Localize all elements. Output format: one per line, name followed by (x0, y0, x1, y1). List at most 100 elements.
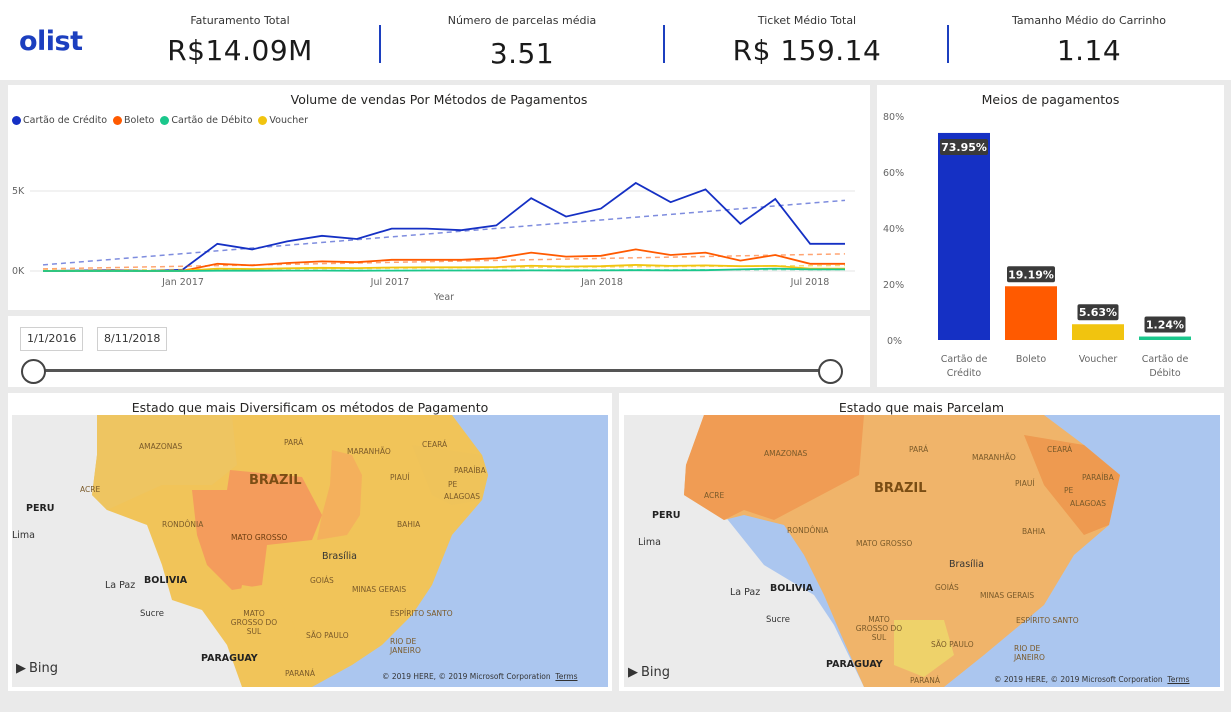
label-bahia: BAHIA (397, 520, 421, 529)
label-rio: RIO DE JANEIRO (1014, 644, 1045, 662)
legend-label: Cartão de Débito (171, 115, 253, 126)
label-acre: ACRE (704, 491, 725, 500)
kpi-separator (663, 25, 665, 63)
label-brazil: BRAZIL (249, 473, 302, 488)
label-goias: GOIÁS (310, 576, 334, 585)
slider-track[interactable] (33, 369, 830, 372)
label-maranhao: MARANHÃO (347, 447, 391, 456)
legend-dot-icon (113, 116, 123, 125)
label-ms: MATO GROSSO DO SUL (230, 609, 278, 636)
label-sao-paulo: SÃO PAULO (931, 640, 974, 649)
legend-label: Boleto (124, 115, 155, 126)
label-bolivia: BOLIVIA (144, 575, 188, 586)
map-left[interactable]: BRAZIL AMAZONAS PARÁ MARANHÃO CEARÁ PARA… (12, 415, 608, 687)
label-paraiba: PARAÍBA (1082, 473, 1114, 482)
map-copyright: © 2019 HERE, © 2019 Microsoft Corporatio… (994, 675, 1190, 684)
label-goias: GOIÁS (935, 583, 959, 592)
legend-label: Cartão de Crédito (23, 115, 108, 126)
kpi-label: Tamanho Médio do Carrinho (1012, 14, 1166, 27)
kpi-separator (379, 25, 381, 63)
map-left-title: Estado que mais Diversificam os métodos … (131, 400, 489, 415)
legend-item-voucher[interactable]: Voucher (258, 115, 308, 126)
line-chart-legend: Cartão de Crédito Boleto Cartão de Débit… (12, 115, 310, 126)
copyright-text: © 2019 HERE, © 2019 Microsoft Corporatio… (382, 672, 551, 681)
legend-dot-icon (160, 116, 170, 125)
label-rio: RIO DE JANEIRO (390, 637, 421, 655)
kpi-value: 3.51 (489, 37, 555, 70)
label-paraguay: PARAGUAY (201, 653, 258, 664)
bing-label: Bing (29, 661, 59, 676)
map-right-title: Estado que mais Parcelam (838, 400, 1005, 415)
label-piaui: PIAUÍ (390, 473, 410, 482)
slider-end-handle[interactable] (818, 359, 843, 384)
label-acre: ACRE (80, 485, 101, 494)
label-rondonia: RONDÔNIA (162, 520, 204, 529)
label-lima: Lima (12, 530, 36, 541)
bar-chart-panel: Meios de pagamentos (877, 85, 1224, 387)
label-peru: PERU (26, 503, 55, 514)
label-brazil: BRAZIL (874, 481, 927, 496)
label-pe: PE (448, 480, 458, 489)
legend-label: Voucher (269, 115, 308, 126)
label-alagoas: ALAGOAS (444, 492, 480, 501)
legend-item-debito[interactable]: Cartão de Débito (160, 115, 252, 126)
legend-dot-icon (258, 116, 268, 125)
label-brasilia: Brasília (949, 559, 984, 570)
label-rondonia: RONDÔNIA (787, 526, 829, 535)
terms-link[interactable]: Terms (555, 672, 578, 681)
label-parana: PARANÁ (910, 676, 940, 685)
terms-link[interactable]: Terms (1167, 675, 1190, 684)
kpi-label: Ticket Médio Total (757, 14, 857, 27)
bing-attribution: ▶ Bing (628, 665, 671, 680)
kpi-separator (947, 25, 949, 63)
legend-item-boleto[interactable]: Boleto (113, 115, 154, 126)
label-paraiba: PARAÍBA (454, 466, 486, 475)
line-chart-title: Volume de vendas Por Métodos de Pagament… (290, 92, 588, 107)
kpi-value: R$ 159.14 (732, 34, 882, 67)
label-bahia: BAHIA (1022, 527, 1046, 536)
legend-dot-icon (12, 116, 21, 125)
label-lapaz: La Paz (730, 587, 761, 598)
label-espirito: ESPÍRITO SANTO (390, 609, 453, 618)
kpi-label: Número de parcelas média (447, 14, 597, 27)
bing-attribution: ▶ Bing (16, 661, 59, 676)
legend-item-credito[interactable]: Cartão de Crédito (12, 115, 107, 126)
olist-logo: olist (19, 26, 83, 57)
map-copyright: © 2019 HERE, © 2019 Microsoft Corporatio… (382, 672, 578, 681)
label-alagoas: ALAGOAS (1070, 499, 1106, 508)
label-peru: PERU (652, 510, 681, 521)
label-mato-grosso: MATO GROSSO (856, 539, 913, 548)
kpi-value: 1.14 (1056, 34, 1122, 67)
label-minas: MINAS GERAIS (980, 591, 1035, 600)
label-sao-paulo: SÃO PAULO (306, 631, 349, 640)
map-right-canvas (624, 415, 1220, 687)
slider-start-handle[interactable] (21, 359, 46, 384)
label-amazonas: AMAZONAS (764, 449, 808, 458)
kpi-header: olist Faturamento Total R$14.09M Número … (0, 0, 1231, 80)
label-maranhao: MARANHÃO (972, 453, 1016, 462)
map-left-canvas (12, 415, 608, 687)
label-piaui: PIAUÍ (1015, 479, 1035, 488)
bar-chart-title: Meios de pagamentos (981, 92, 1120, 107)
label-espirito: ESPÍRITO SANTO (1016, 616, 1079, 625)
start-date-input[interactable]: 1/1/2016 (20, 327, 84, 351)
kpi-value: R$14.09M (167, 34, 313, 67)
kpi-label: Faturamento Total (190, 14, 290, 27)
label-sucre: Sucre (140, 609, 164, 619)
label-mato-grosso: MATO GROSSO (231, 533, 288, 542)
label-lima: Lima (638, 537, 662, 548)
label-pe: PE (1064, 486, 1074, 495)
bing-label: Bing (641, 665, 671, 680)
label-ms: MATO GROSSO DO SUL (855, 615, 903, 642)
label-minas: MINAS GERAIS (352, 585, 407, 594)
label-ceara: CEARÁ (422, 440, 448, 449)
map-right[interactable]: BRAZIL AMAZONAS PARÁ MARANHÃO CEARÁ PARA… (624, 415, 1220, 687)
label-paraguay: PARAGUAY (826, 659, 883, 670)
label-parana: PARANÁ (285, 669, 315, 678)
label-para: PARÁ (909, 445, 929, 454)
label-ceara: CEARÁ (1047, 445, 1073, 454)
label-brasilia: Brasília (322, 551, 357, 562)
end-date-input[interactable]: 8/11/2018 (97, 327, 168, 351)
copyright-text: © 2019 HERE, © 2019 Microsoft Corporatio… (994, 675, 1163, 684)
label-para: PARÁ (284, 438, 304, 447)
